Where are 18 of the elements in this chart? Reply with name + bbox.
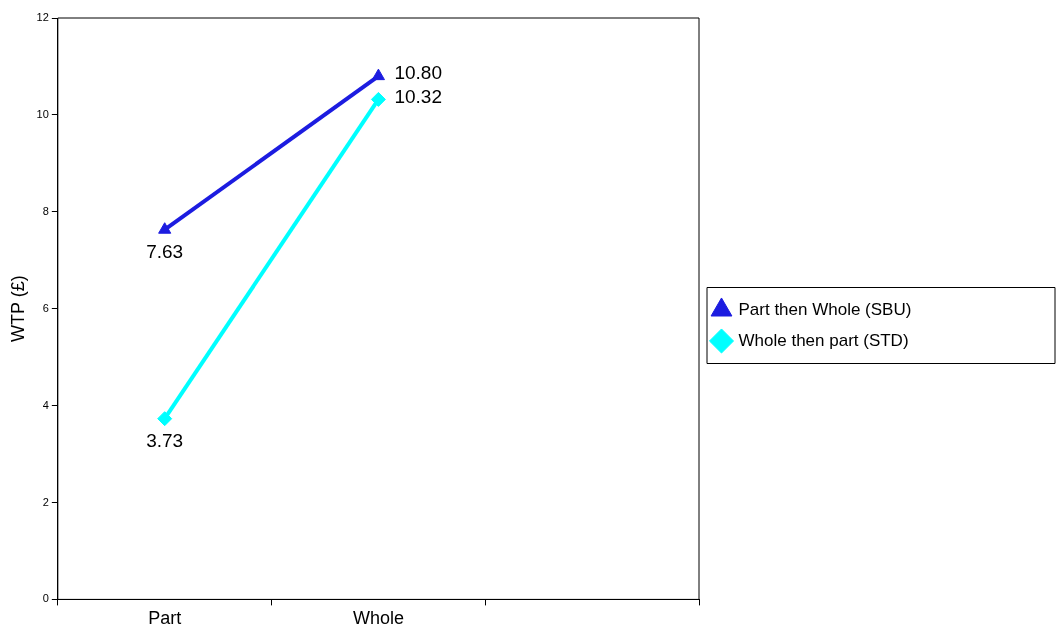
y-tick-label: 4 bbox=[42, 398, 49, 411]
y-axis-title: WTP (£) bbox=[7, 275, 28, 343]
data-label: 3.73 bbox=[146, 430, 184, 452]
y-tick-label: 12 bbox=[36, 11, 49, 24]
y-tick-label: 10 bbox=[36, 107, 49, 120]
x-tick-label: Whole bbox=[352, 608, 404, 629]
x-tick-label: Part bbox=[148, 608, 182, 629]
data-label: 10.32 bbox=[394, 85, 442, 107]
y-tick-label: 8 bbox=[42, 204, 49, 217]
data-label: 7.63 bbox=[146, 241, 184, 263]
legend-label: Whole then part (STD) bbox=[738, 330, 909, 350]
point bbox=[157, 411, 173, 427]
data-label: 10.80 bbox=[394, 62, 442, 84]
legend-label: Part then Whole (SBU) bbox=[738, 299, 912, 319]
y-tick-label: 2 bbox=[42, 495, 49, 508]
y-tick-label: 0 bbox=[42, 592, 49, 605]
y-tick-label: 6 bbox=[42, 301, 49, 314]
point bbox=[370, 91, 386, 107]
